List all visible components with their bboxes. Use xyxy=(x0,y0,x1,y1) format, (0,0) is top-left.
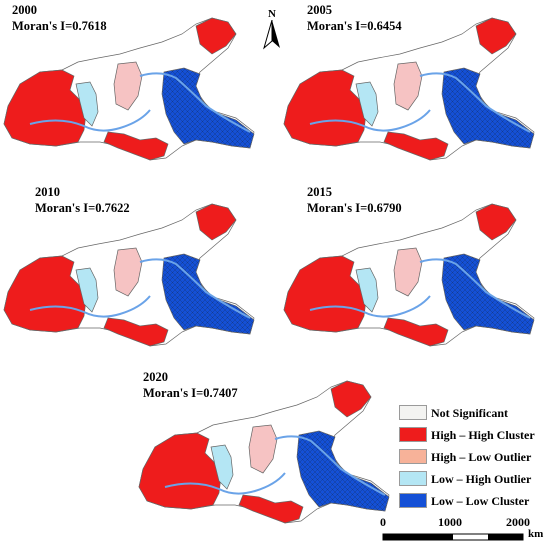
legend-swatch xyxy=(399,427,427,442)
region-high-high-cluster xyxy=(195,203,237,241)
scale-unit: km xyxy=(528,528,544,540)
map-panel-2015: 2015 Moran's I=0.6790 xyxy=(275,180,550,360)
river-line xyxy=(419,72,531,133)
region-high-low-outlier xyxy=(113,61,143,111)
river-line xyxy=(309,295,431,318)
region-high-low-outlier xyxy=(393,61,423,111)
region-high-low-outlier xyxy=(393,247,423,297)
river-line xyxy=(139,72,251,133)
choropleth-map xyxy=(138,380,390,524)
north-label: N xyxy=(268,8,276,20)
legend-item: High – High Cluster xyxy=(397,426,547,444)
region-low-high-outlier xyxy=(355,267,379,313)
panel-moran-index: Moran's I=0.7407 xyxy=(143,386,238,400)
panel-moran-index: Moran's I=0.6790 xyxy=(307,201,402,215)
map-panel-2000: 2000 Moran's I=0.7618 xyxy=(0,0,265,180)
legend-swatch xyxy=(399,471,427,486)
river-line xyxy=(139,258,251,319)
choropleth-map xyxy=(283,17,535,161)
choropleth-map xyxy=(283,203,535,347)
river-line xyxy=(274,435,386,496)
scale-tick-label: 1000 xyxy=(438,515,462,529)
region-high-high-cluster xyxy=(103,131,169,161)
legend-item: Low – High Outlier xyxy=(397,470,547,488)
panel-year: 2020 xyxy=(143,370,168,384)
legend-item: Low – Low Cluster xyxy=(397,492,547,510)
legend-swatch xyxy=(399,449,427,464)
region-high-high-cluster xyxy=(383,131,449,161)
map-panel-2020: 2020 Moran's I=0.7407 xyxy=(135,362,395,542)
legend-item: High – Low Outlier xyxy=(397,448,547,466)
panel-moran-index: Moran's I=0.7618 xyxy=(12,19,107,33)
region-high-high-cluster xyxy=(238,494,304,524)
panel-year: 2010 xyxy=(35,185,60,199)
river-line xyxy=(419,258,531,319)
legend-label: High – High Cluster xyxy=(431,428,535,442)
panel-year: 2005 xyxy=(307,3,332,17)
legend-label: Low – High Outlier xyxy=(431,472,532,486)
region-low-high-outlier xyxy=(210,444,234,490)
panel-moran-index: Moran's I=0.7622 xyxy=(35,201,130,215)
legend-item: Not Significant xyxy=(397,404,547,422)
scale-tick-label: 2000 xyxy=(506,515,530,529)
map-panel-2010: 2010 Moran's I=0.7622 xyxy=(0,180,265,360)
choropleth-map xyxy=(3,203,255,347)
region-high-low-outlier xyxy=(248,424,278,474)
region-high-high-cluster xyxy=(475,203,517,241)
river-line xyxy=(29,295,151,318)
legend-label: Not Significant xyxy=(431,406,509,420)
panel-year: 2015 xyxy=(307,185,332,199)
map-panel-2005: 2005 Moran's I=0.6454 xyxy=(275,0,550,180)
panel-year: 2000 xyxy=(12,3,37,17)
region-high-high-cluster xyxy=(330,380,372,418)
north-arrow: N xyxy=(262,8,282,50)
scale-tick-label: 0 xyxy=(380,515,386,529)
region-high-low-outlier xyxy=(113,247,143,297)
legend-label: Low – Low Cluster xyxy=(431,494,530,508)
region-low-high-outlier xyxy=(75,267,99,313)
river-line xyxy=(29,109,151,132)
region-low-high-outlier xyxy=(355,81,379,127)
river-line xyxy=(309,109,431,132)
region-low-high-outlier xyxy=(75,81,99,127)
choropleth-map xyxy=(3,17,255,161)
legend-swatch xyxy=(399,405,427,420)
region-high-high-cluster xyxy=(103,317,169,347)
region-high-high-cluster xyxy=(383,317,449,347)
legend-label: High – Low Outlier xyxy=(431,450,532,464)
scale-bar-graphic xyxy=(382,533,524,541)
region-high-high-cluster xyxy=(195,17,237,55)
region-high-high-cluster xyxy=(475,17,517,55)
legend-swatch xyxy=(399,493,427,508)
north-arrow-icon xyxy=(263,20,280,50)
panel-moran-index: Moran's I=0.6454 xyxy=(307,19,402,33)
river-line xyxy=(164,472,286,495)
